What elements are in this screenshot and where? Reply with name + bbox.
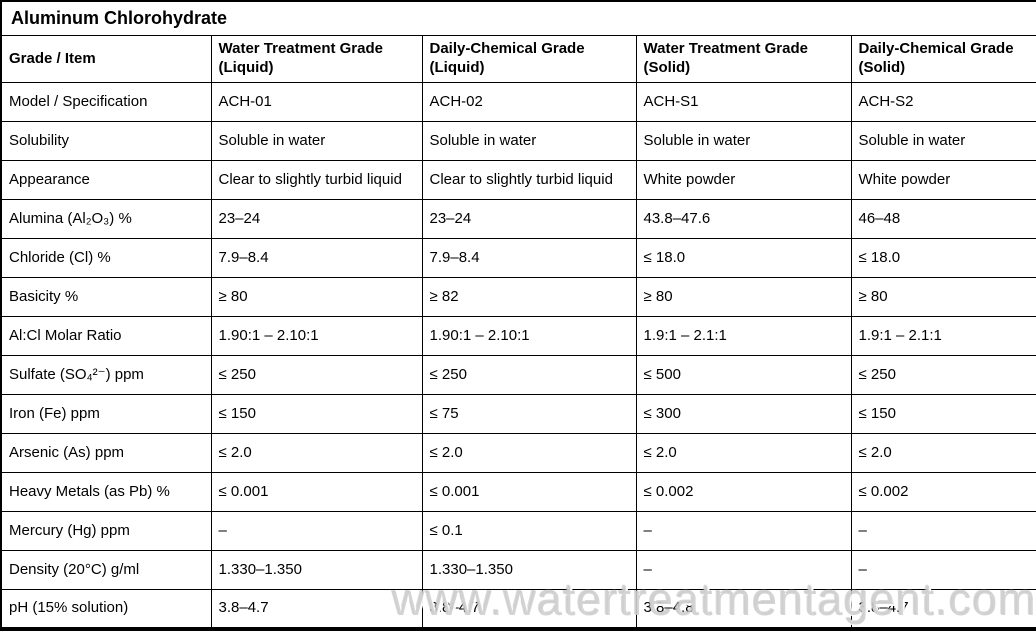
table-row: Alumina (Al₂O₃) % 23–24 23–24 43.8–47.6 46–4… [0,199,1036,239]
cell-value: ≥ 82 [421,277,637,317]
cell-value: ≤ 75 [421,394,637,434]
cell-value: ≤ 150 [850,394,1036,434]
row-label: Iron (Fe) ppm [0,394,212,434]
cell-value: ACH-S1 [635,82,852,122]
cell-value: ACH-S2 [850,82,1036,122]
column-header-daily-chemical-liquid: Daily-Chemical Grade (Liquid) [421,35,637,83]
table-row: Al:Cl Molar Ratio 1.90:1 – 2.10:1 1.90:1 –… [0,316,1036,356]
column-header-water-treatment-liquid: Water Treatment Grade (Liquid) [210,35,423,83]
table-row: Iron (Fe) ppm ≤ 150 ≤ 75 ≤ 300 ≤ 150 [0,394,1036,434]
table-row: Density (20°C) g/ml 1.330–1.350 1.330–1.35… [0,550,1036,590]
cell-value: 3.8–4.8 [635,589,852,629]
cell-value: ACH-01 [210,82,423,122]
cell-value: ≥ 80 [635,277,852,317]
cell-value: Soluble in water [850,121,1036,161]
cell-value: ≥ 80 [210,277,423,317]
cell-value: 3.8–4.7 [421,589,637,629]
cell-value: White powder [850,160,1036,200]
cell-value: Clear to slightly turbid liquid [210,160,423,200]
table-row: Sulfate (SO₄²⁻) ppm ≤ 250 ≤ 250 ≤ 500 ≤ 250 [0,355,1036,395]
cell-value: 7.9–8.4 [421,238,637,278]
table-body: Model / Specification ACH-01 ACH-02 ACH-S1 A… [0,82,1036,629]
cell-value: White powder [635,160,852,200]
cell-value: 1.90:1 – 2.10:1 [421,316,637,356]
cell-value: 23–24 [421,199,637,239]
cell-value: ≤ 2.0 [421,433,637,473]
table-row: Model / Specification ACH-01 ACH-02 ACH-S1 A… [0,82,1036,122]
table-row: Solubility Soluble in water Soluble in wat… [0,121,1036,161]
cell-value: ≤ 2.0 [210,433,423,473]
row-label: Alumina (Al₂O₃) % [0,199,212,239]
corner-header: Grade / Item [0,35,212,83]
cell-value: 1.330–1.350 [210,550,423,590]
cell-value: 1.9:1 – 2.1:1 [850,316,1036,356]
cell-value: 1.330–1.350 [421,550,637,590]
cell-value: ≤ 250 [421,355,637,395]
cell-value: 23–24 [210,199,423,239]
cell-value: ≤ 0.001 [421,472,637,512]
table-row: Mercury (Hg) ppm – ≤ 0.1– – [0,511,1036,551]
cell-value: – [210,511,423,551]
cell-value: ACH-02 [421,82,637,122]
cell-value: Soluble in water [635,121,852,161]
cell-value: ≤ 0.002 [850,472,1036,512]
row-label: Solubility [0,121,212,161]
cell-value: 43.8–47.6 [635,199,852,239]
header-row: Grade / Item Water Treatment Grade (Liqu… [0,35,1036,83]
cell-value: ≤ 300 [635,394,852,434]
cell-value: 1.9:1 – 2.1:1 [635,316,852,356]
cell-value: 7.9–8.4 [210,238,423,278]
row-label: Basicity % [0,277,212,317]
cell-value: Soluble in water [421,121,637,161]
page-title: Aluminum Chlorohydrate [0,0,1036,36]
row-label: Arsenic (As) ppm [0,433,212,473]
cell-value: ≤ 0.1 [421,511,637,551]
cell-value: ≤ 18.0 [635,238,852,278]
row-label: Appearance [0,160,212,200]
row-label: Al:Cl Molar Ratio [0,316,212,356]
row-label: pH (15% solution) [0,589,212,629]
cell-value: 3.8–4.7 [210,589,423,629]
table-row: Basicity % ≥ 80 ≥ 82 ≥ 80 ≥ 80 [0,277,1036,317]
cell-value: ≤ 2.0 [850,433,1036,473]
table-row: Arsenic (As) ppm ≤ 2.0 ≤ 2.0 ≤ 2.0 ≤ 2.0 [0,433,1036,473]
cell-value: Soluble in water [210,121,423,161]
cell-value: ≤ 18.0 [850,238,1036,278]
table-row: Heavy Metals (as Pb) % ≤ 0.001 ≤ 0.001 ≤ 0.… [0,472,1036,512]
cell-value: ≤ 500 [635,355,852,395]
row-label: Chloride (Cl) % [0,238,212,278]
title-row: Aluminum Chlorohydrate [0,0,1036,36]
cell-value: ≥ 80 [850,277,1036,317]
cell-value: 46–48 [850,199,1036,239]
row-label: Sulfate (SO₄²⁻) ppm [0,355,212,395]
column-header-water-treatment-solid: Water Treatment Grade (Solid) [635,35,852,83]
table-row: pH (15% solution) 3.8–4.7 3.8–4.7 3.8–4.8 3.… [0,589,1036,629]
cell-value: ≤ 150 [210,394,423,434]
row-label: Model / Specification [0,82,212,122]
row-label: Density (20°C) g/ml [0,550,212,590]
cell-value: 3.8–4.7 [850,589,1036,629]
cell-value: Clear to slightly turbid liquid [421,160,637,200]
table-row: Appearance Clear to slightly turbid liqui… [0,160,1036,200]
cell-value: ≤ 250 [850,355,1036,395]
column-header-daily-chemical-solid: Daily-Chemical Grade (Solid) [850,35,1036,83]
cell-value: – [850,511,1036,551]
row-label: Heavy Metals (as Pb) % [0,472,212,512]
cell-value: 1.90:1 – 2.10:1 [210,316,423,356]
row-label: Mercury (Hg) ppm [0,511,212,551]
cell-value: ≤ 0.001 [210,472,423,512]
table-row: Chloride (Cl) % 7.9–8.4 7.9–8.4 ≤ 18.0 ≤ 18.… [0,238,1036,278]
cell-value: ≤ 0.002 [635,472,852,512]
cell-value: – [635,550,852,590]
cell-value: – [850,550,1036,590]
cell-value: ≤ 2.0 [635,433,852,473]
cell-value: ≤ 250 [210,355,423,395]
cell-value: – [635,511,852,551]
